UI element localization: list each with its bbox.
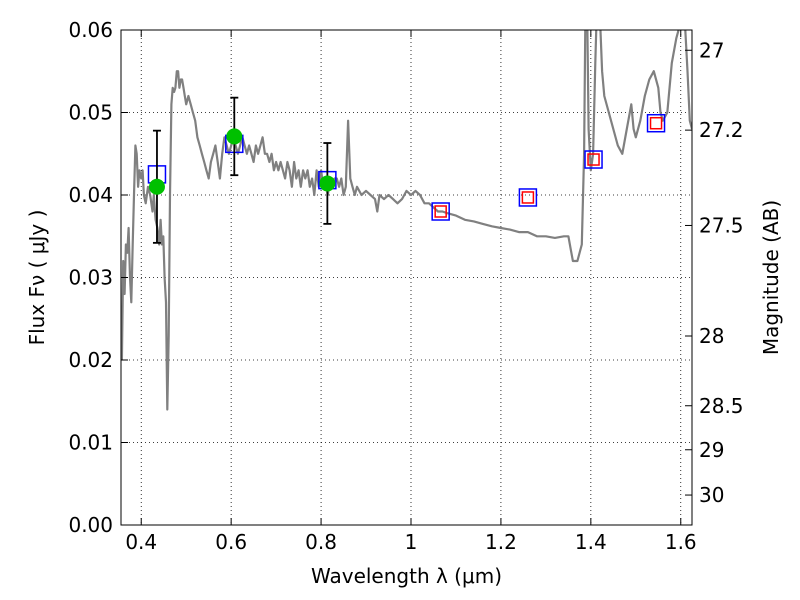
x-axis-label: Wavelength λ (μm) <box>311 564 502 588</box>
grid-lines <box>121 29 692 526</box>
series-layer <box>121 30 692 411</box>
y-tick-label: 0.02 <box>68 348 113 372</box>
model-band-square <box>518 188 538 207</box>
observed-flux-point <box>226 128 243 145</box>
y2-tick-label: 29 <box>699 438 724 462</box>
model-band-square-inner <box>434 205 447 218</box>
model-band-square-inner <box>649 116 663 130</box>
y-tick-label: 0.05 <box>68 101 113 125</box>
y2-axis-label: Magnitude (AB) <box>759 200 783 355</box>
y2-tick-label: 30 <box>699 483 724 507</box>
model-band-square <box>584 150 603 169</box>
x-axis-ticks: 0.4 0.6 0.8 1 1.2 1.4 1.6 <box>125 30 697 554</box>
y-axis-ticks: 0.00 0.01 0.02 0.03 0.04 0.05 0.06 <box>68 18 128 537</box>
x-tick-label: 0.6 <box>215 530 247 554</box>
model-band-square <box>431 202 450 221</box>
observed-flux-point <box>319 175 336 192</box>
sed-model-line <box>121 30 692 411</box>
y2-tick-label: 27.5 <box>699 213 744 237</box>
y2-tick-label: 27.2 <box>699 118 744 142</box>
y-tick-label: 0.01 <box>68 431 113 455</box>
x-tick-label: 1.6 <box>665 530 697 554</box>
x-tick-label: 1.2 <box>485 530 517 554</box>
model-band-square <box>646 113 666 133</box>
y2-tick-label: 27 <box>699 38 724 62</box>
model-band-square-inner <box>587 153 600 166</box>
x-tick-label: 0.4 <box>125 530 157 554</box>
y-tick-label: 0.03 <box>68 266 113 290</box>
x-tick-label: 0.8 <box>305 530 337 554</box>
y-axis-label: Flux Fν ( μJy ) <box>25 210 49 346</box>
observed-flux-point <box>148 178 165 195</box>
x-tick-label: 1 <box>405 530 418 554</box>
y-tick-label: 0.00 <box>68 513 113 537</box>
y2-tick-label: 28.5 <box>699 394 744 418</box>
y-tick-label: 0.04 <box>68 183 113 207</box>
model-band-square-inner <box>521 191 535 204</box>
y2-tick-label: 28 <box>699 324 724 348</box>
y-tick-label: 0.06 <box>68 18 113 42</box>
y2-axis-ticks: 27 27.2 27.5 28 28.5 29 30 <box>685 38 744 507</box>
x-tick-label: 1.4 <box>575 530 607 554</box>
